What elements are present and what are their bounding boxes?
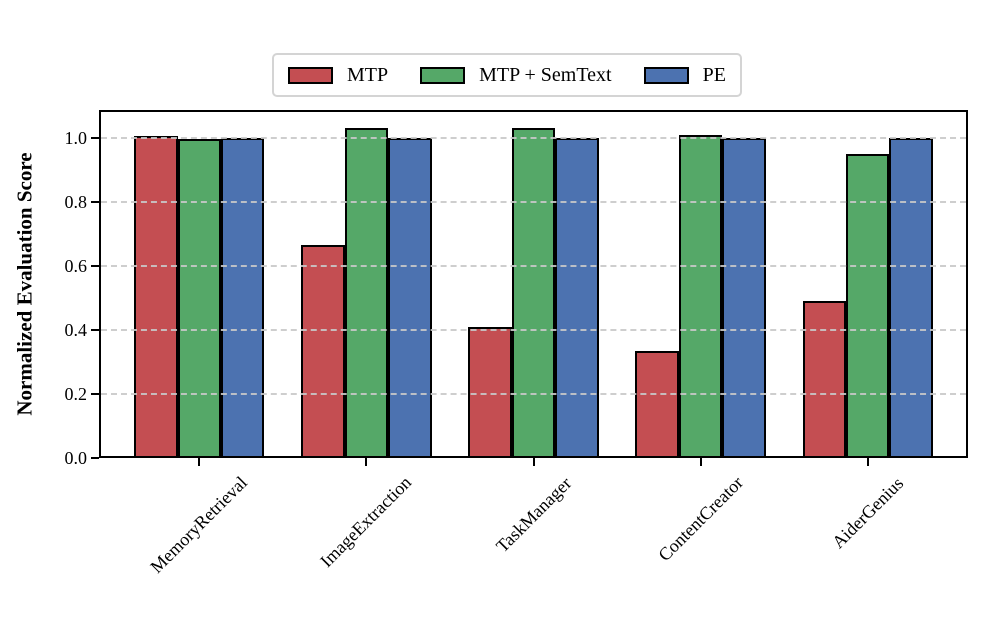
legend-label: PE bbox=[702, 64, 726, 86]
bar-TaskManager-MTP bbox=[468, 326, 512, 458]
legend-label: MTP + SemText bbox=[479, 64, 612, 86]
x-tick-label-ContentCreator: ContentCreator bbox=[653, 472, 747, 566]
bar-ImageExtraction-MTP-SemText bbox=[344, 128, 389, 458]
bar-AiderGenius-MTP bbox=[802, 301, 846, 458]
y-tick-label-1.0: 1.0 bbox=[64, 127, 88, 148]
legend-swatch-icon bbox=[420, 66, 466, 84]
y-tick-mark-0.0 bbox=[91, 457, 99, 459]
x-tick-label-MemoryRetrieval: MemoryRetrieval bbox=[146, 472, 252, 578]
x-tick-label-AiderGenius: AiderGenius bbox=[827, 472, 907, 552]
bar-ImageExtraction-PE bbox=[388, 137, 432, 458]
y-tick-label-0.4: 0.4 bbox=[64, 319, 88, 340]
legend-swatch-icon bbox=[643, 66, 689, 84]
legend-swatch-icon bbox=[288, 66, 333, 84]
y-tick-mark-1.0 bbox=[91, 136, 99, 139]
bar-MemoryRetrieval-MTP-SemText bbox=[177, 139, 221, 458]
bar-ContentCreator-MTP-SemText bbox=[678, 134, 723, 458]
y-tick-mark-0.2 bbox=[91, 392, 99, 395]
y-tick-label-0.2: 0.2 bbox=[64, 383, 88, 404]
bar-TaskManager-MTP-SemText bbox=[511, 128, 556, 458]
legend-item-MTP: MTP bbox=[288, 65, 388, 85]
bar-ImageExtraction-MTP bbox=[301, 245, 345, 458]
x-tick-mark-AiderGenius bbox=[866, 458, 869, 466]
y-tick-mark-0.6 bbox=[91, 264, 99, 267]
y-tick-label-0.8: 0.8 bbox=[64, 191, 88, 212]
legend-item-PE: PE bbox=[643, 64, 726, 86]
x-tick-mark-TaskManager bbox=[532, 458, 535, 466]
y-tick-mark-0.4 bbox=[91, 328, 99, 331]
x-tick-mark-MemoryRetrieval bbox=[198, 458, 201, 466]
x-tick-mark-ImageExtraction bbox=[365, 458, 368, 466]
bar-MemoryRetrieval-PE bbox=[220, 137, 265, 458]
bar-MemoryRetrieval-MTP bbox=[134, 136, 178, 458]
legend-item-MTP-SemText: MTP + SemText bbox=[420, 64, 612, 86]
y-tick-mark-0.8 bbox=[91, 200, 99, 203]
legend-label: MTP bbox=[347, 64, 389, 86]
bar-TaskManager-PE bbox=[555, 137, 599, 458]
x-tick-label-TaskManager: TaskManager bbox=[491, 472, 575, 556]
bar-ContentCreator-MTP bbox=[635, 350, 679, 458]
x-tick-mark-ContentCreator bbox=[699, 458, 702, 466]
x-tick-label-ImageExtraction: ImageExtraction bbox=[316, 472, 416, 572]
y-tick-label-0.6: 0.6 bbox=[64, 255, 88, 276]
y-axis-title: Normalized Evaluation Score bbox=[12, 152, 37, 416]
bar-AiderGenius-MTP-SemText bbox=[846, 153, 890, 458]
bar-AiderGenius-PE bbox=[889, 137, 933, 458]
chart-legend: MTP MTP + SemText PE bbox=[272, 53, 742, 97]
bar-ContentCreator-PE bbox=[722, 137, 766, 458]
y-tick-label-0.0: 0.0 bbox=[64, 448, 88, 468]
